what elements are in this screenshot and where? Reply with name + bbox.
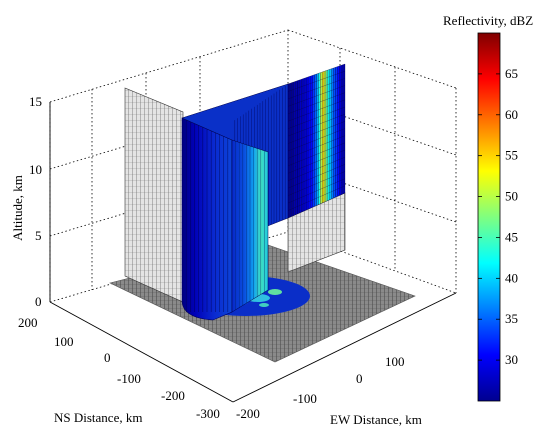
back-wall-gridline [287,149,346,174]
back-wall-gridline [287,178,346,204]
back-wall-gridline [287,78,346,100]
ns-tick-neg300: -300 [196,406,220,421]
colorbar-tick-label: 35 [505,311,518,326]
ns-axis-label: NS Distance, km [54,410,142,425]
colorbar [477,32,501,402]
z-tick-5: 5 [35,228,42,243]
z-axis-label: Altitude, km [10,175,25,241]
back-wall-gridline [287,92,346,114]
ew-axis-label: EW Distance, km [330,412,422,427]
ns-tick-0: 0 [104,350,111,365]
back-wall-gridline [287,171,346,196]
back-wall-gridline [287,157,346,181]
colorbar-ticks: 30 35 40 45 50 55 60 65 [478,66,518,367]
back-wall-gridline [287,135,346,159]
colorbar-tick-label: 65 [505,66,518,81]
left-wall-slice [124,87,184,303]
back-wall-gridline [287,128,346,152]
z-tick-10: 10 [29,162,42,177]
z-axis-ticks: 0 5 10 15 [29,94,42,309]
ns-axis-ticks: 200 100 0 -100 -200 -300 [18,315,220,421]
colorbar-tick-label: 40 [505,270,518,285]
back-wall-gridline [287,164,346,189]
back-wall-gridline [287,114,346,137]
cylinder-gridlines [185,119,229,312]
back-wall-gridline [287,106,346,129]
ew-axis-ticks: -200 -100 0 100 [236,354,405,421]
ns-tick-200: 200 [18,315,38,330]
back-wall-gridline [287,121,346,144]
ns-tick-neg100: -100 [117,371,141,386]
ew-tick-100: 100 [385,354,405,369]
axis-lines [49,102,457,403]
back-wall-gridline [287,142,346,167]
colorbar-tick-label: 45 [505,229,518,244]
ns-tick-neg200: -200 [161,388,185,403]
back-wall-gridline [287,71,346,92]
z-tick-15: 15 [29,94,42,109]
ew-tick-neg200: -200 [236,406,260,421]
back-wall-gridline [287,85,346,107]
back-wall-slice [287,63,346,219]
ew-tick-neg100: -100 [293,391,317,406]
ew-tick-0: 0 [356,371,363,386]
z-tick-0: 0 [35,294,42,309]
colorbar-tick-label: 30 [505,352,518,367]
back-wall-gridline [287,185,346,211]
colorbar-tick-label: 55 [505,148,518,163]
colorbar-label: Reflectivity, dBZ [443,13,533,28]
back-wall-gridline [287,99,346,122]
colorbar-tick-label: 60 [505,107,518,122]
colorbar-tick-label: 50 [505,189,518,204]
ns-tick-100: 100 [54,334,74,349]
front-wall-gridlines [235,141,265,310]
